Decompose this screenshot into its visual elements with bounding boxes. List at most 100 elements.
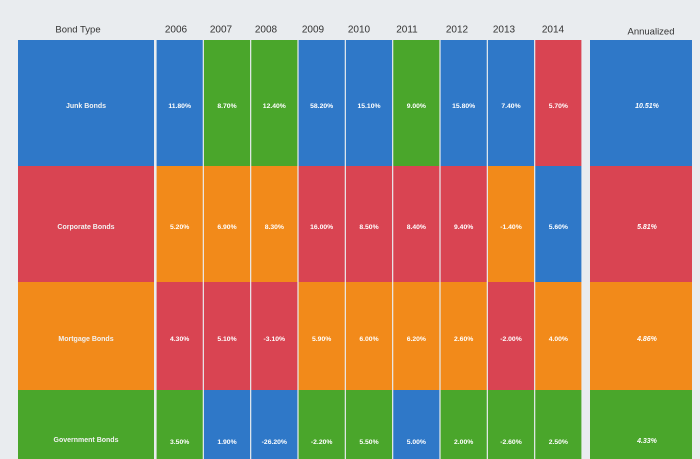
header-label: Bond Type [55, 25, 100, 36]
annualized-value: 5.81% [637, 224, 658, 231]
return-cell [251, 166, 298, 282]
return-value: 5.60% [549, 224, 568, 231]
return-cell [487, 390, 535, 459]
return-cell [203, 166, 251, 282]
return-value: 8.30% [265, 224, 284, 231]
year-label: 2007 [210, 25, 233, 36]
row-label: Corporate Bonds [57, 224, 114, 231]
return-value: 8.50% [359, 224, 378, 231]
return-cell [156, 40, 203, 166]
return-value: -26.20% [262, 439, 287, 446]
row-label: Mortgage Bonds [58, 336, 113, 343]
return-cell [487, 40, 535, 166]
return-cell [487, 166, 535, 282]
return-value: 9.00% [407, 103, 426, 110]
return-value: 2.00% [454, 439, 473, 446]
row-label: Junk Bonds [66, 103, 106, 110]
return-value: -2.00% [500, 336, 522, 343]
return-cell [393, 166, 440, 282]
row-label: Government Bonds [54, 437, 119, 444]
return-cell [535, 40, 582, 166]
return-value: 3.50% [170, 439, 189, 446]
year-label: 2012 [446, 25, 469, 36]
return-cell [535, 166, 582, 282]
year-label: 2014 [542, 25, 565, 36]
return-cell [535, 282, 582, 390]
return-value: 15.80% [452, 103, 475, 110]
return-cell [203, 390, 251, 459]
annualized-cell [590, 40, 692, 166]
return-value: 5.10% [217, 336, 236, 343]
return-value: 5.00% [407, 439, 426, 446]
return-value: 5.20% [170, 224, 189, 231]
row-label-cell [18, 390, 154, 459]
return-cell [345, 40, 393, 166]
annualized-cell [590, 282, 692, 390]
return-value: 58.20% [310, 103, 333, 110]
return-value: 16.00% [310, 224, 333, 231]
return-cell [393, 390, 440, 459]
return-value: 8.70% [217, 103, 236, 110]
return-value: 2.50% [549, 439, 568, 446]
return-value: 15.10% [357, 103, 380, 110]
return-cell [487, 282, 535, 390]
return-value: -1.40% [500, 224, 522, 231]
annualized-value: 4.33% [636, 438, 658, 445]
return-value: 4.30% [170, 336, 189, 343]
return-value: 6.90% [217, 224, 236, 231]
year-label: 2008 [255, 25, 278, 36]
return-value: -2.60% [500, 439, 522, 446]
annualized-cell [590, 390, 692, 459]
return-cell [203, 40, 251, 166]
return-cell [156, 166, 203, 282]
return-cell [156, 282, 203, 390]
year-label: 2011 [396, 25, 418, 36]
return-cell [393, 40, 440, 166]
return-cell [156, 390, 203, 459]
return-cell [251, 282, 298, 390]
return-cell [203, 282, 251, 390]
return-cell [251, 40, 298, 166]
return-value: 11.80% [168, 103, 191, 110]
annualized-label: Annualized [627, 27, 674, 38]
return-value: 5.90% [312, 336, 331, 343]
return-value: -3.10% [264, 336, 286, 343]
return-cell [298, 40, 345, 166]
annualized-value: 10.51% [635, 103, 660, 110]
return-cell [345, 166, 393, 282]
row-label-cell [18, 166, 154, 282]
return-value: 1.90% [217, 439, 236, 446]
return-cell [298, 390, 345, 459]
annualized-value: 4.86% [636, 336, 658, 343]
return-value: 9.40% [454, 224, 473, 231]
return-value: 12.40% [263, 103, 286, 110]
return-cell [251, 390, 298, 459]
year-label: 2006 [165, 25, 188, 36]
year-label: 2013 [493, 25, 516, 36]
return-value: 5.70% [549, 103, 568, 110]
return-value: -2.20% [311, 439, 333, 446]
return-value: 8.40% [407, 224, 426, 231]
return-cell [535, 390, 582, 459]
return-cell [440, 40, 487, 166]
return-value: 6.20% [407, 336, 426, 343]
return-cell [345, 390, 393, 459]
row-label-cell [18, 282, 154, 390]
return-cell [345, 282, 393, 390]
row-label-cell [18, 40, 154, 166]
return-cell [440, 390, 487, 459]
return-cell [393, 282, 440, 390]
return-cell [440, 166, 487, 282]
return-cell [298, 282, 345, 390]
return-cell [298, 166, 345, 282]
return-value: 2.60% [454, 336, 473, 343]
return-value: 5.50% [359, 439, 378, 446]
return-cell [440, 282, 487, 390]
annualized-cell [590, 166, 692, 282]
return-value: 4.00% [549, 336, 568, 343]
year-label: 2009 [302, 25, 325, 36]
return-value: 7.40% [501, 103, 520, 110]
year-label: 2010 [348, 25, 371, 36]
return-value: 6.00% [359, 336, 378, 343]
